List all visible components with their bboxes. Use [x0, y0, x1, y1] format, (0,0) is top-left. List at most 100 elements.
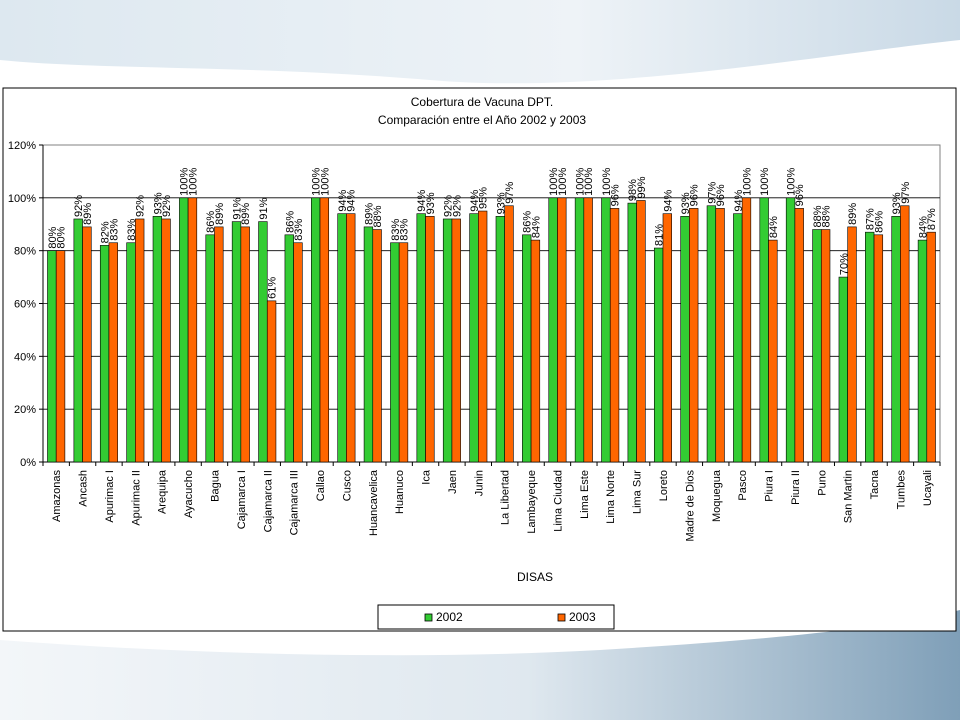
bar-2002-la-libertad [495, 216, 505, 463]
bar-2002-san-martin [838, 276, 848, 463]
bar-2002-callao [311, 197, 321, 463]
bar-labels: 80%80%92%89%82%83% 83%92% 93%92%100%100%86… [47, 167, 938, 298]
data-label-2002-lima-sur: 98% [627, 179, 639, 201]
y-tick-label: 60% [14, 299, 36, 311]
bar-2003-tacna [873, 234, 884, 463]
legend-box [377, 604, 615, 630]
data-label-2002-callao: 100% [311, 167, 323, 195]
data-label-2002-cusco: 94% [337, 189, 349, 211]
x-axis-label: DISAS [517, 570, 553, 584]
x-tick-label-madre-de-dios: Madre de Dios [684, 470, 696, 542]
bar-2003-apurimac-ii [135, 218, 145, 463]
x-tick-label-bagua: Bagua [209, 469, 221, 502]
y-tick-label: 40% [14, 351, 36, 363]
x-tick-label-loreto: Loreto [658, 470, 670, 501]
chart-title: Cobertura de Vacuna DPT. [411, 95, 554, 109]
x-tick-label-ancash: Ancash [78, 470, 90, 507]
bar-2003-amazonas [55, 250, 66, 463]
bar-2002-cajamarca-i [231, 221, 242, 463]
x-tick-label-jaen: Jaen [447, 470, 459, 494]
bar-2003-la-libertad [504, 205, 514, 463]
data-label-2003-amazonas: 80% [56, 226, 68, 248]
bar-2003-lima-este [583, 197, 593, 463]
data-label-2003-callao: 100% [319, 167, 331, 195]
data-label-2003-lima-norte: 96% [610, 184, 622, 206]
x-tick-label-san-martin: San Martin [843, 470, 855, 523]
bar-2003-huancavelica [372, 229, 382, 463]
bar-2003-cusco [346, 213, 356, 463]
data-label-2003-pasco: 100% [741, 167, 753, 195]
chart-subtitle: Comparación entre el Año 2002 y 2003 [378, 113, 586, 127]
bar-2003-tumbes [900, 205, 910, 463]
bar-2003-pasco [741, 197, 752, 463]
data-label-2003-lima-ciudad: 100% [557, 167, 569, 195]
data-label-2003-huanuco: 83% [399, 219, 411, 241]
data-label-2002-ayacucho: 100% [179, 167, 191, 195]
data-label-2003-arequipa: 92% [161, 195, 173, 217]
data-label-2003-lima-este: 100% [583, 167, 595, 195]
data-label-2003-tumbes: 97% [900, 182, 912, 204]
data-label-2003-lima-sur: 99% [636, 176, 648, 198]
bar-2002-apurimac-i [99, 245, 110, 463]
bar-2002-bagua [205, 234, 215, 463]
data-label-2002-amazonas: 80% [47, 226, 59, 248]
data-label-2003-piura-i: 84% [768, 216, 780, 238]
bar-2003-junin [478, 210, 488, 463]
bottom-wave [0, 610, 960, 720]
x-tick-label-lima-ciudad: Lima Ciudad [552, 470, 564, 532]
data-label-2002-pasco: 94% [733, 189, 745, 211]
bar-2002-arequipa [152, 216, 163, 463]
bar-2003-puno [820, 229, 831, 463]
bar-2002-cajamarca-iii [284, 234, 294, 463]
bar-2002-lima-ciudad [548, 197, 558, 463]
bar-2002-ucayali [917, 239, 928, 463]
data-label-2003-apurimac-ii: 92% [135, 195, 147, 217]
data-label-2003-cajamarca-i: 89% [240, 203, 252, 225]
bar-2003-ica [425, 216, 435, 463]
data-label-2003-cajamarca-iii: 83% [293, 219, 305, 241]
top-wave [0, 0, 960, 84]
x-tick-label-piura-i: Piura I [764, 470, 776, 502]
data-label-2002-loreto: 81% [654, 224, 666, 246]
data-label-2003-apurimac-i: 83% [108, 219, 120, 241]
x-tick-label-lima-norte: Lima Norte [605, 470, 617, 524]
bar-2003-lima-ciudad [557, 197, 567, 463]
data-label-2003-junin: 95% [478, 187, 490, 209]
x-axis-ticks: Amazonas Ancash Apurimac I Apurimac II Arequ… [42, 462, 941, 542]
x-tick-label-cajamarca-i: Cajamarca I [236, 470, 248, 529]
bar-2002-huanuco [390, 242, 400, 463]
data-label-2002-moquegua: 97% [706, 182, 718, 204]
bar-2002-lambayeque [522, 234, 532, 463]
bar-2003-arequipa [161, 218, 171, 463]
x-tick-label-ica: Ica [421, 469, 433, 485]
bar-2003-lambayeque [530, 239, 541, 463]
bar-2002-pasco [733, 213, 743, 463]
data-label-2003-piura-ii: 96% [794, 184, 806, 206]
bar-2003-piura-i [768, 239, 778, 463]
x-tick-label-moquegua: Moquegua [711, 469, 723, 522]
bar-2002-ancash [73, 218, 83, 463]
data-label-2002-cajamarca-ii: 91% [258, 197, 270, 219]
x-tick-label-huanuco: Huanuco [394, 470, 406, 514]
bar-2003-san-martin [847, 226, 857, 463]
bar-2003-ancash [82, 226, 92, 463]
y-tick-label: 100% [8, 193, 36, 205]
bars [47, 197, 936, 463]
x-tick-label-arequipa: Arequipa [157, 469, 169, 514]
bar-2003-callao [319, 197, 330, 463]
data-label-2002-piura-i: 100% [759, 167, 771, 195]
x-tick-label-tacna: Tacna [869, 469, 881, 499]
bar-2002-tumbes [891, 216, 901, 463]
bar-2003-ayacucho [187, 197, 198, 463]
data-label-2002-ica: 94% [416, 189, 428, 211]
data-label-2003-cajamarca-ii: 61% [267, 277, 279, 299]
data-label-2002-lambayeque: 86% [522, 211, 534, 233]
data-label-2002-ucayali: 84% [917, 216, 929, 238]
data-label-2003-madre-de-dios: 96% [689, 184, 701, 206]
data-label-2002-lima-norte: 100% [601, 167, 613, 195]
data-label-2002-puno: 88% [812, 205, 824, 227]
bar-2002-moquegua [706, 205, 717, 463]
bar-2002-tacna [865, 231, 875, 463]
legend-swatch-2003 [557, 613, 566, 622]
